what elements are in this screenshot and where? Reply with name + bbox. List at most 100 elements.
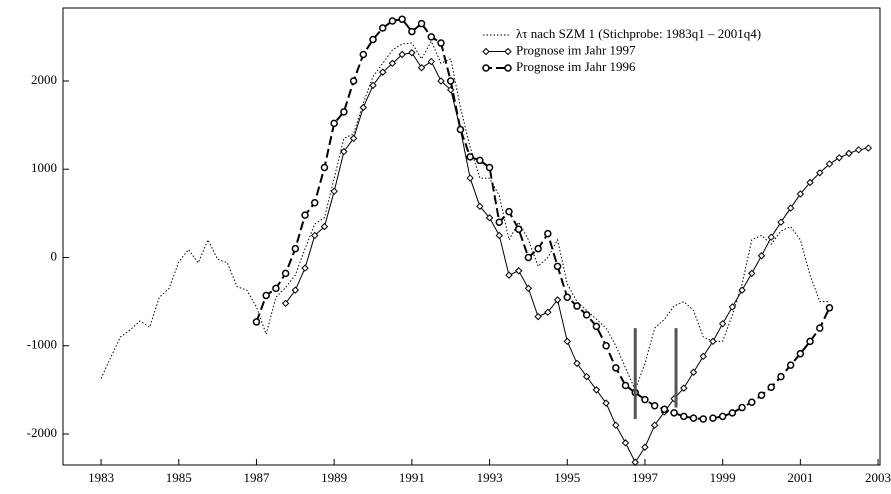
point xyxy=(301,211,309,219)
plot-frame xyxy=(62,7,881,466)
x-tick-label: 1987 xyxy=(243,470,270,485)
point xyxy=(427,33,436,41)
point xyxy=(738,286,746,294)
y-tick-label: 0 xyxy=(51,248,58,263)
point xyxy=(417,19,426,28)
point xyxy=(349,134,358,143)
point xyxy=(320,163,329,172)
point xyxy=(417,64,426,72)
point xyxy=(728,409,737,417)
point xyxy=(359,103,368,112)
point xyxy=(476,202,484,211)
point xyxy=(650,402,659,410)
point xyxy=(446,77,455,85)
x-tick-label: 1997 xyxy=(632,470,659,485)
point xyxy=(466,153,474,161)
point xyxy=(582,372,591,381)
point xyxy=(504,47,512,56)
x-tick-label: 1985 xyxy=(166,470,192,485)
point xyxy=(505,207,513,216)
point xyxy=(825,160,834,168)
point xyxy=(738,403,746,412)
point xyxy=(835,154,843,162)
point xyxy=(757,391,766,399)
y-tick-label: 2000 xyxy=(31,72,57,87)
point xyxy=(718,319,727,328)
point xyxy=(281,299,290,308)
point xyxy=(709,414,717,422)
y-tick-label: 1000 xyxy=(31,160,57,175)
point xyxy=(514,267,523,275)
point xyxy=(825,304,834,312)
legend-label: Prognose im Jahr 1996 xyxy=(516,59,636,74)
point xyxy=(689,368,698,376)
point xyxy=(485,163,494,172)
point xyxy=(388,59,397,68)
point xyxy=(806,337,814,346)
point xyxy=(398,15,406,23)
point xyxy=(728,303,737,311)
point xyxy=(631,458,639,466)
point xyxy=(408,49,416,57)
point xyxy=(777,372,785,381)
point xyxy=(777,218,785,226)
point xyxy=(330,119,338,128)
point xyxy=(767,383,775,391)
point xyxy=(864,144,873,152)
point xyxy=(466,174,474,182)
point xyxy=(592,386,601,394)
legend-label: Prognose im Jahr 1997 xyxy=(516,42,636,57)
series-line xyxy=(100,40,830,392)
point xyxy=(573,302,581,310)
point xyxy=(641,443,649,451)
x-tick-label: 1991 xyxy=(399,470,425,485)
y-tick-label: -1000 xyxy=(27,337,57,352)
point xyxy=(582,311,591,319)
point xyxy=(621,381,630,390)
point xyxy=(757,252,766,260)
point xyxy=(854,146,863,154)
point xyxy=(437,77,445,85)
point xyxy=(505,271,513,279)
point xyxy=(482,47,490,56)
point xyxy=(320,222,329,231)
point xyxy=(544,308,552,316)
point xyxy=(482,64,490,72)
point xyxy=(602,399,610,407)
point xyxy=(553,296,562,304)
point xyxy=(563,337,571,346)
point xyxy=(796,349,805,358)
point xyxy=(378,24,387,32)
point xyxy=(612,421,620,429)
point xyxy=(281,269,290,278)
point xyxy=(495,231,503,240)
point xyxy=(796,190,805,198)
point xyxy=(340,147,348,156)
point xyxy=(592,322,601,331)
x-tick-label: 1993 xyxy=(477,470,503,485)
point xyxy=(641,395,649,404)
point xyxy=(816,324,824,332)
point xyxy=(612,364,620,372)
point xyxy=(524,253,533,262)
point xyxy=(709,337,717,346)
point xyxy=(680,384,688,392)
point xyxy=(456,125,465,134)
point xyxy=(504,64,512,72)
point xyxy=(786,361,795,369)
point xyxy=(650,421,659,429)
point xyxy=(408,27,416,36)
point xyxy=(437,39,445,47)
point xyxy=(524,284,533,293)
x-tick-label: 1989 xyxy=(321,470,347,485)
point xyxy=(660,405,669,414)
point xyxy=(602,342,610,350)
point xyxy=(369,35,377,44)
point xyxy=(485,214,494,222)
point xyxy=(330,187,338,196)
point xyxy=(262,291,270,300)
point xyxy=(310,199,319,207)
point xyxy=(398,50,406,59)
y-tick-label: -2000 xyxy=(27,425,57,440)
